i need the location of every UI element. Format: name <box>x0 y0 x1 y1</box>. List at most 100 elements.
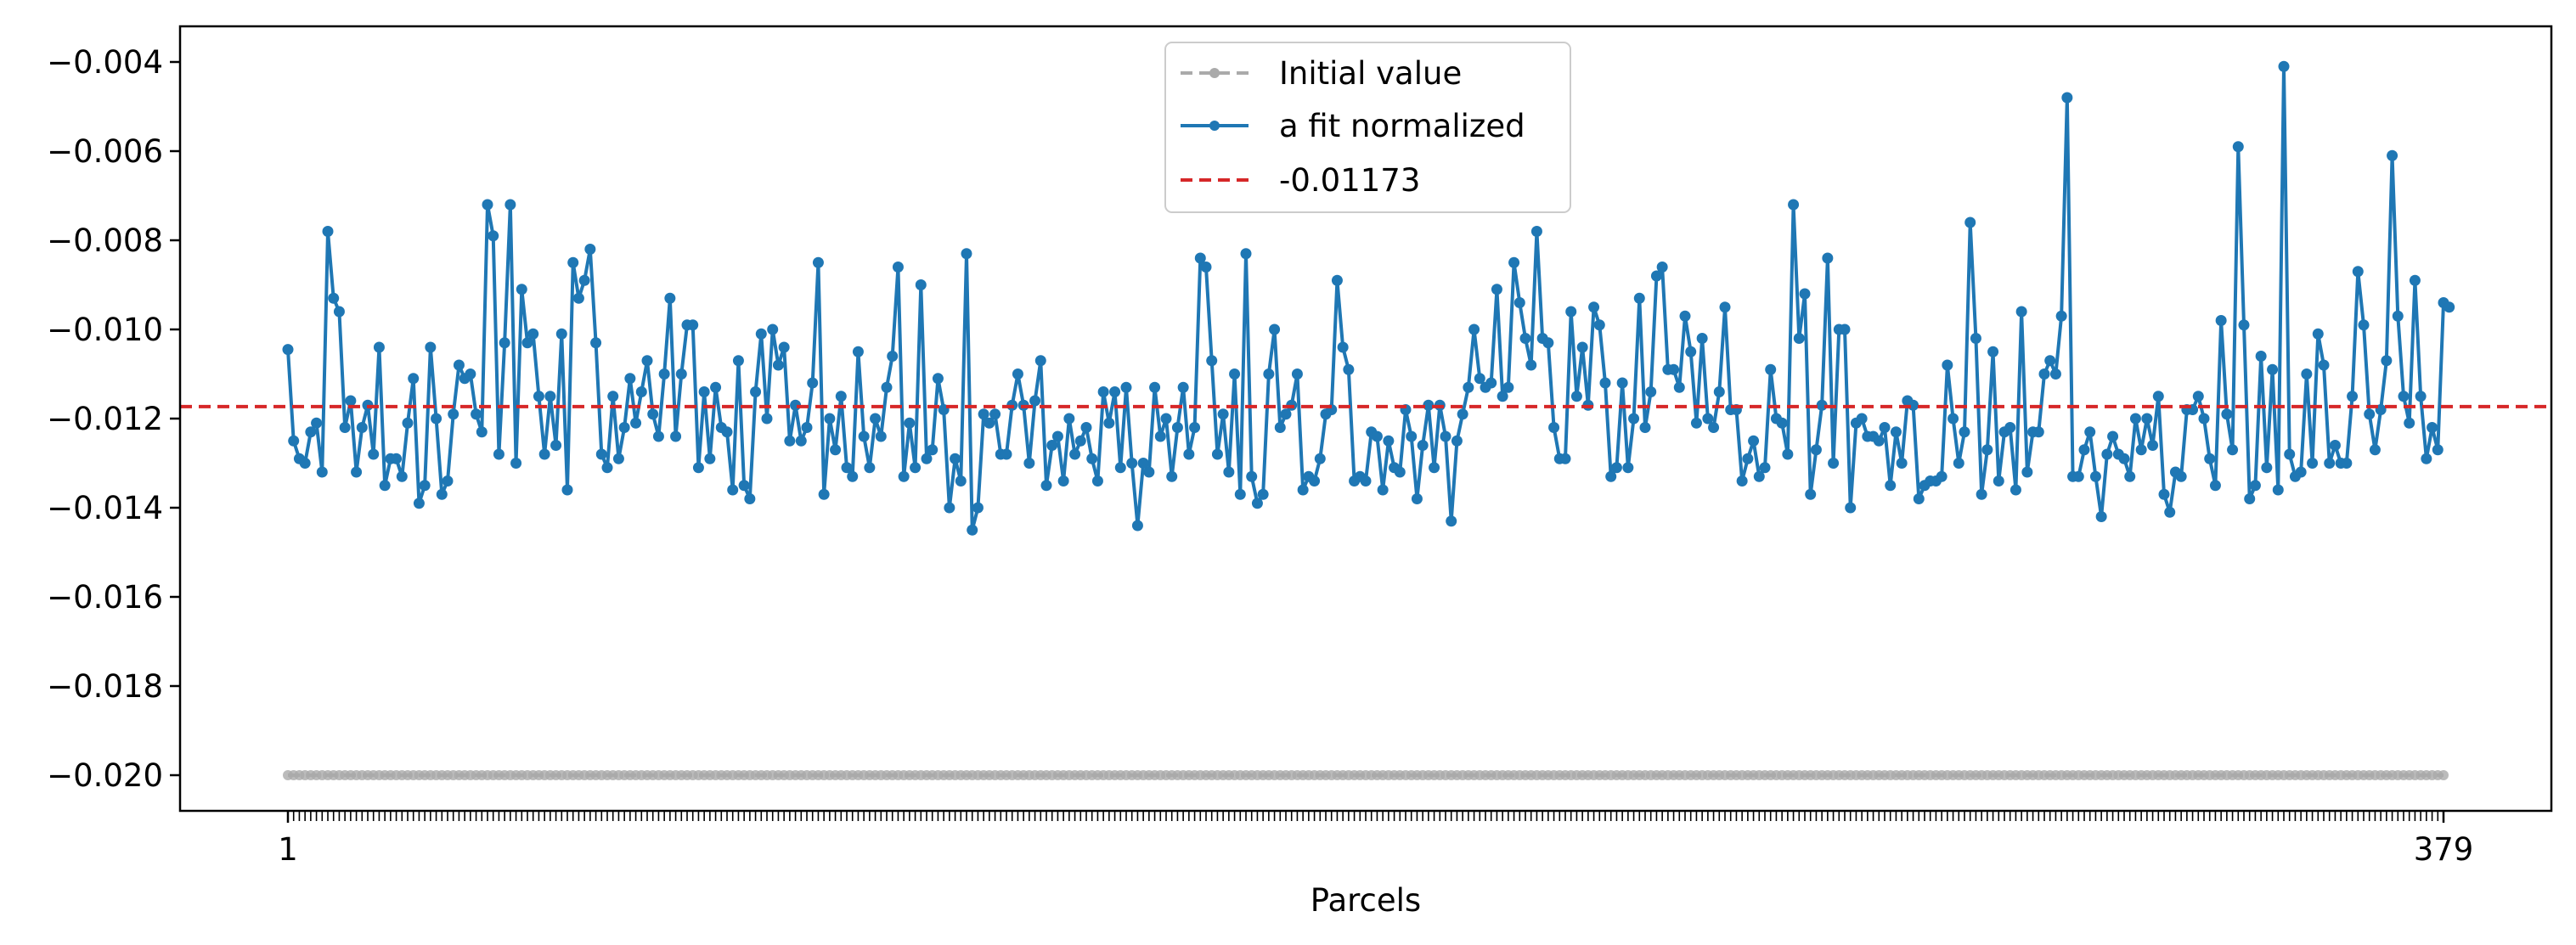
fit-point <box>1593 319 1605 331</box>
fit-point <box>2261 462 2273 474</box>
fit-point <box>1879 422 1891 433</box>
fit-point <box>932 373 944 385</box>
fit-point <box>1622 462 1634 474</box>
fit-point <box>1246 470 1258 482</box>
fit-point <box>2238 319 2250 331</box>
fit-point <box>1189 422 1201 433</box>
fit-point <box>1565 306 1577 318</box>
fit-point <box>1114 462 1126 474</box>
fit-point <box>1103 417 1115 429</box>
fit-point <box>465 368 476 380</box>
legend: Initial value a fit normalized -0.01173 <box>1164 42 1571 213</box>
fit-point <box>1793 333 1805 344</box>
fit-point <box>584 244 596 255</box>
fit-point <box>1446 515 1457 527</box>
fit-point <box>2358 319 2370 331</box>
fit-point <box>2249 480 2261 492</box>
fit-point <box>1873 435 1885 447</box>
fit-point <box>1616 377 1628 389</box>
fit-point <box>453 359 465 371</box>
fit-point <box>750 386 762 397</box>
fit-point <box>2089 470 2101 482</box>
fit-point <box>1211 448 1223 460</box>
fit-point <box>858 430 870 442</box>
fit-point <box>2209 480 2221 492</box>
fit-point <box>1719 301 1731 313</box>
fit-point <box>2227 444 2239 456</box>
fit-point <box>1650 270 1662 282</box>
fit-point <box>2061 92 2073 104</box>
fit-point <box>476 426 488 438</box>
fit-point <box>2232 141 2244 153</box>
fit-point <box>1269 323 1281 335</box>
fit-point <box>870 413 882 425</box>
fit-point <box>1964 217 1976 228</box>
fit-point <box>2141 413 2153 425</box>
fit-point <box>595 448 607 460</box>
fit-point <box>601 462 613 474</box>
fit-point <box>2192 391 2204 402</box>
fit-point <box>1046 440 1058 451</box>
fit-point <box>1314 453 1326 464</box>
fit-point <box>1217 408 1229 420</box>
fit-point <box>2158 488 2170 500</box>
fit-point <box>675 368 687 380</box>
y-tick-label: −0.004 <box>47 44 163 81</box>
fit-point <box>1360 475 1372 487</box>
fit-point <box>1234 488 1246 500</box>
fit-point <box>1411 493 1423 504</box>
fit-point <box>670 430 682 442</box>
fit-point <box>755 328 767 340</box>
fit-point <box>1183 448 1195 460</box>
fit-point <box>1508 256 1520 268</box>
x-axis <box>286 811 2445 823</box>
fit-point <box>1690 417 1702 429</box>
fit-point <box>1291 368 1303 380</box>
fit-point <box>1708 422 1720 433</box>
fit-point <box>356 422 368 433</box>
fit-point <box>1805 488 1817 500</box>
fit-point <box>396 470 408 482</box>
fit-point <box>978 408 989 420</box>
fit-point <box>2095 511 2107 522</box>
fit-point <box>2015 306 2027 318</box>
fit-point <box>784 435 796 447</box>
fit-point <box>1497 391 1508 402</box>
fit-point <box>1856 413 1868 425</box>
fit-point <box>425 341 437 353</box>
y-tick-label: −0.016 <box>47 579 163 616</box>
fit-point <box>391 453 403 464</box>
fit-point <box>2352 266 2364 278</box>
fit-point <box>1981 444 1993 456</box>
fit-point <box>2244 493 2256 504</box>
fit-point <box>516 284 527 295</box>
fit-point <box>2010 484 2021 496</box>
fit-point <box>2198 413 2210 425</box>
fit-point <box>1280 408 1292 420</box>
fit-point <box>1828 458 1840 469</box>
fit-point <box>1776 417 1788 429</box>
fit-point <box>1713 386 1725 397</box>
fit-point <box>961 248 972 260</box>
fit-point <box>727 484 739 496</box>
fit-point <box>1570 391 1582 402</box>
fit-point <box>630 417 642 429</box>
fit-point <box>1976 488 1987 500</box>
fit-point <box>1309 475 1321 487</box>
fit-point <box>408 373 420 385</box>
fit-point <box>1948 413 1959 425</box>
fit-point <box>778 341 790 353</box>
y-tick-label: −0.010 <box>47 312 163 348</box>
fit-point <box>488 230 499 242</box>
fit-point <box>1194 252 1206 264</box>
fit-point <box>2278 60 2290 72</box>
fit-point <box>830 444 842 456</box>
fit-point <box>1091 475 1103 487</box>
fit-point <box>1012 368 1023 380</box>
fit-point <box>1343 363 1355 375</box>
fit-point <box>1451 435 1463 447</box>
fit-point <box>2312 328 2324 340</box>
fit-point <box>2221 408 2233 420</box>
fit-point <box>1143 466 1155 478</box>
fit-point <box>1274 422 1286 433</box>
